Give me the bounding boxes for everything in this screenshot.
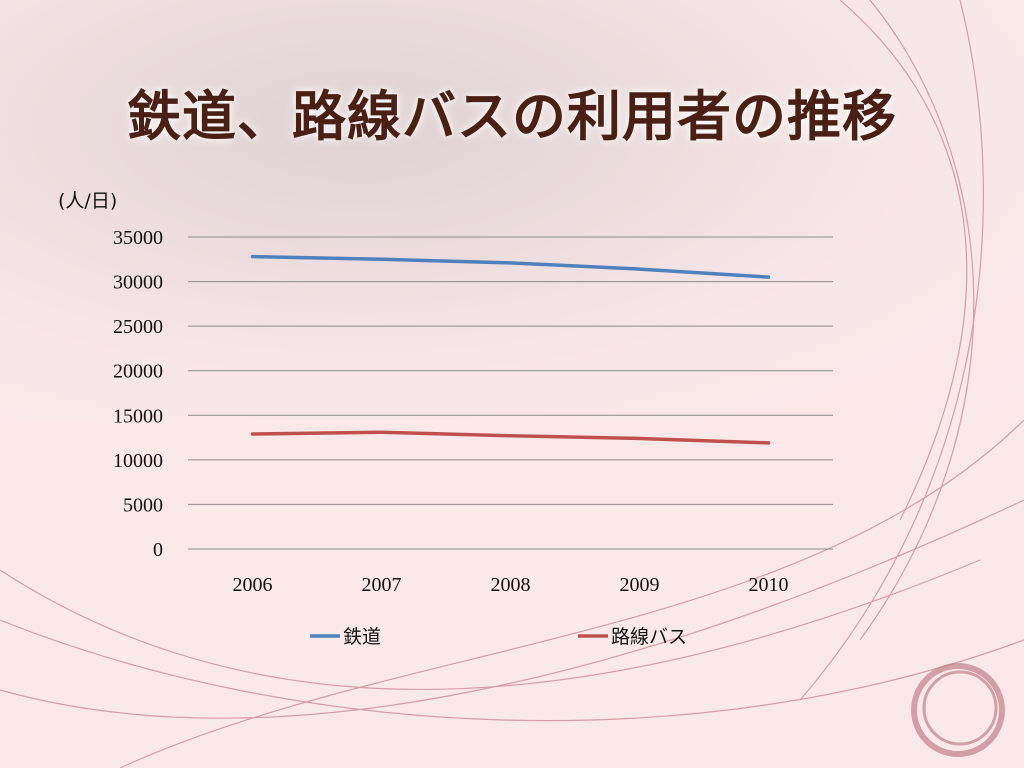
series-line xyxy=(250,430,771,445)
y-tick-label: 30000 xyxy=(113,272,163,294)
x-tick-label: 2010 xyxy=(749,574,789,596)
y-tick-label: 0 xyxy=(153,539,163,561)
y-axis-unit-label: (人/日) xyxy=(58,190,118,212)
legend-label: 路線バス xyxy=(611,626,687,648)
x-tick-label: 2006 xyxy=(233,574,273,596)
background-texture xyxy=(0,0,1024,420)
y-tick-label: 35000 xyxy=(113,227,163,249)
y-tick-label: 15000 xyxy=(113,405,163,427)
y-tick-label: 5000 xyxy=(123,494,163,516)
x-tick-label: 2009 xyxy=(620,574,660,596)
ring-ornament xyxy=(911,663,1005,757)
y-tick-label: 10000 xyxy=(113,450,163,472)
x-tick-label: 2008 xyxy=(491,574,531,596)
y-tick-label: 20000 xyxy=(113,361,163,383)
slide-title: 鉄道、路線バスの利用者の推移 xyxy=(127,85,897,148)
series-line xyxy=(250,254,771,279)
legend-label: 鉄道 xyxy=(343,626,381,648)
x-tick-label: 2007 xyxy=(362,574,402,596)
y-tick-label: 25000 xyxy=(113,316,163,338)
